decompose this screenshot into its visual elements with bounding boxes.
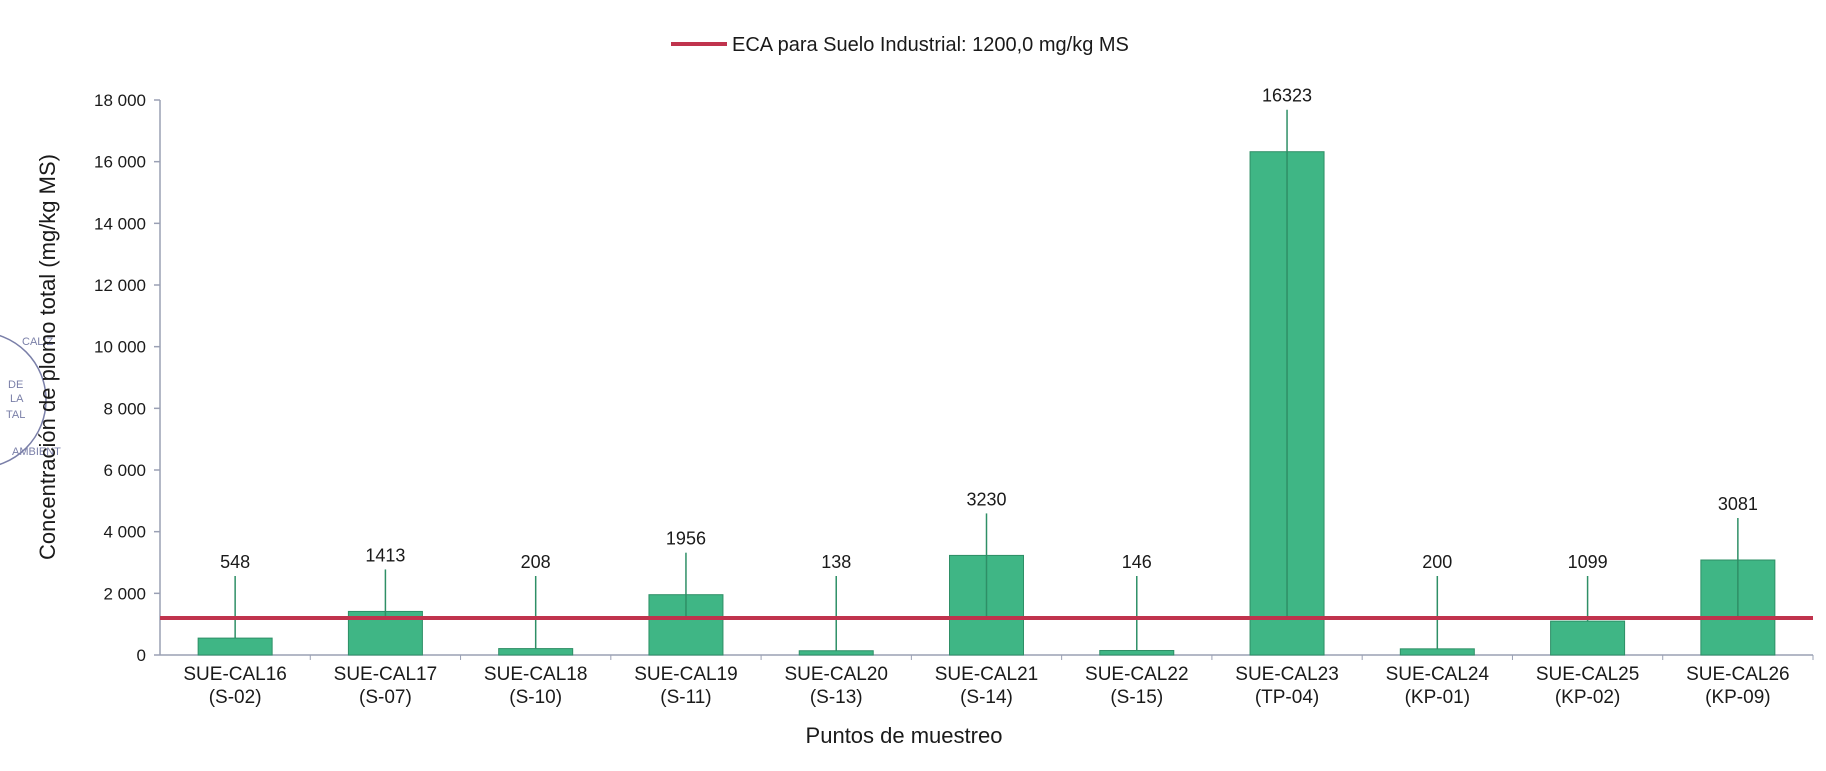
x-tick-sublabel: (KP-09) <box>1705 687 1770 708</box>
bar <box>1550 620 1626 656</box>
data-label: 3081 <box>1718 494 1758 514</box>
stamp-text: LA <box>10 393 24 405</box>
data-label: 200 <box>1422 552 1452 572</box>
x-tick-label: SUE-CAL19 <box>634 664 738 685</box>
x-axis-title: Puntos de muestreo <box>806 723 1003 748</box>
y-tick-label: 8 000 <box>103 399 146 418</box>
stamp-text: AMBIENT <box>12 446 61 458</box>
x-tick-label: SUE-CAL22 <box>1085 664 1189 685</box>
legend: ECA para Suelo Industrial: 1200,0 mg/kg … <box>671 34 1129 56</box>
x-tick-label: SUE-CAL26 <box>1686 664 1790 685</box>
x-tick-label: SUE-CAL16 <box>183 664 287 685</box>
x-tick-sublabel: (S-02) <box>209 687 262 708</box>
x-tick-label: SUE-CAL21 <box>935 664 1039 685</box>
x-tick-label: SUE-CAL23 <box>1235 664 1339 685</box>
data-label: 208 <box>521 552 551 572</box>
y-axis-title: Concentración de plomo total (mg/kg MS) <box>35 154 60 560</box>
data-label: 1956 <box>666 529 706 549</box>
data-label: 146 <box>1122 552 1152 572</box>
data-label: 548 <box>220 552 250 572</box>
y-tick-label: 4 000 <box>103 523 146 542</box>
x-tick-sublabel: (S-14) <box>960 687 1013 708</box>
x-tick-sublabel: (S-13) <box>810 687 863 708</box>
data-label: 16323 <box>1262 86 1312 106</box>
x-tick-sublabel: (S-11) <box>660 687 711 708</box>
x-tick-sublabel: (S-10) <box>509 687 562 708</box>
bar <box>197 637 273 656</box>
stamp-text: CALIZ <box>22 336 53 348</box>
x-tick-sublabel: (KP-01) <box>1405 687 1470 708</box>
x-tick-label: SUE-CAL25 <box>1536 664 1640 685</box>
stamp-seal: CALIZ DE LA TAL AMBIENT <box>0 334 61 466</box>
x-tick-sublabel: (S-07) <box>359 687 412 708</box>
stamp-text: DE <box>8 379 23 391</box>
y-tick-label: 18 000 <box>94 91 146 110</box>
x-tick-sublabel: (S-15) <box>1110 687 1163 708</box>
data-label: 1099 <box>1568 552 1608 572</box>
y-tick-label: 10 000 <box>94 338 146 357</box>
legend-threshold-label: ECA para Suelo Industrial: 1200,0 mg/kg … <box>732 34 1129 56</box>
x-tick-label: SUE-CAL18 <box>484 664 588 685</box>
x-tick-label: SUE-CAL20 <box>784 664 888 685</box>
bar <box>798 650 874 656</box>
bar <box>1399 648 1475 656</box>
y-tick-label: 2 000 <box>103 584 146 603</box>
y-tick-label: 16 000 <box>94 153 146 172</box>
x-tick-sublabel: (KP-02) <box>1555 687 1620 708</box>
bar <box>498 648 574 656</box>
y-tick-label: 6 000 <box>103 461 146 480</box>
x-tick-label: SUE-CAL24 <box>1386 664 1490 685</box>
x-tick-label: SUE-CAL17 <box>334 664 438 685</box>
x-tick-sublabel: (TP-04) <box>1255 687 1319 708</box>
y-tick-label: 12 000 <box>94 276 146 295</box>
data-label: 1413 <box>365 545 405 565</box>
data-label: 3230 <box>966 489 1006 509</box>
y-tick-label: 14 000 <box>94 214 146 233</box>
stamp-text: TAL <box>6 409 25 421</box>
bars: 548 SUE-CAL16(S-02) 1413 SUE-CAL17(S-07) 208… <box>183 86 1814 708</box>
bar <box>1099 649 1175 656</box>
data-label: 138 <box>821 552 851 572</box>
y-tick-label: 0 <box>137 646 146 665</box>
